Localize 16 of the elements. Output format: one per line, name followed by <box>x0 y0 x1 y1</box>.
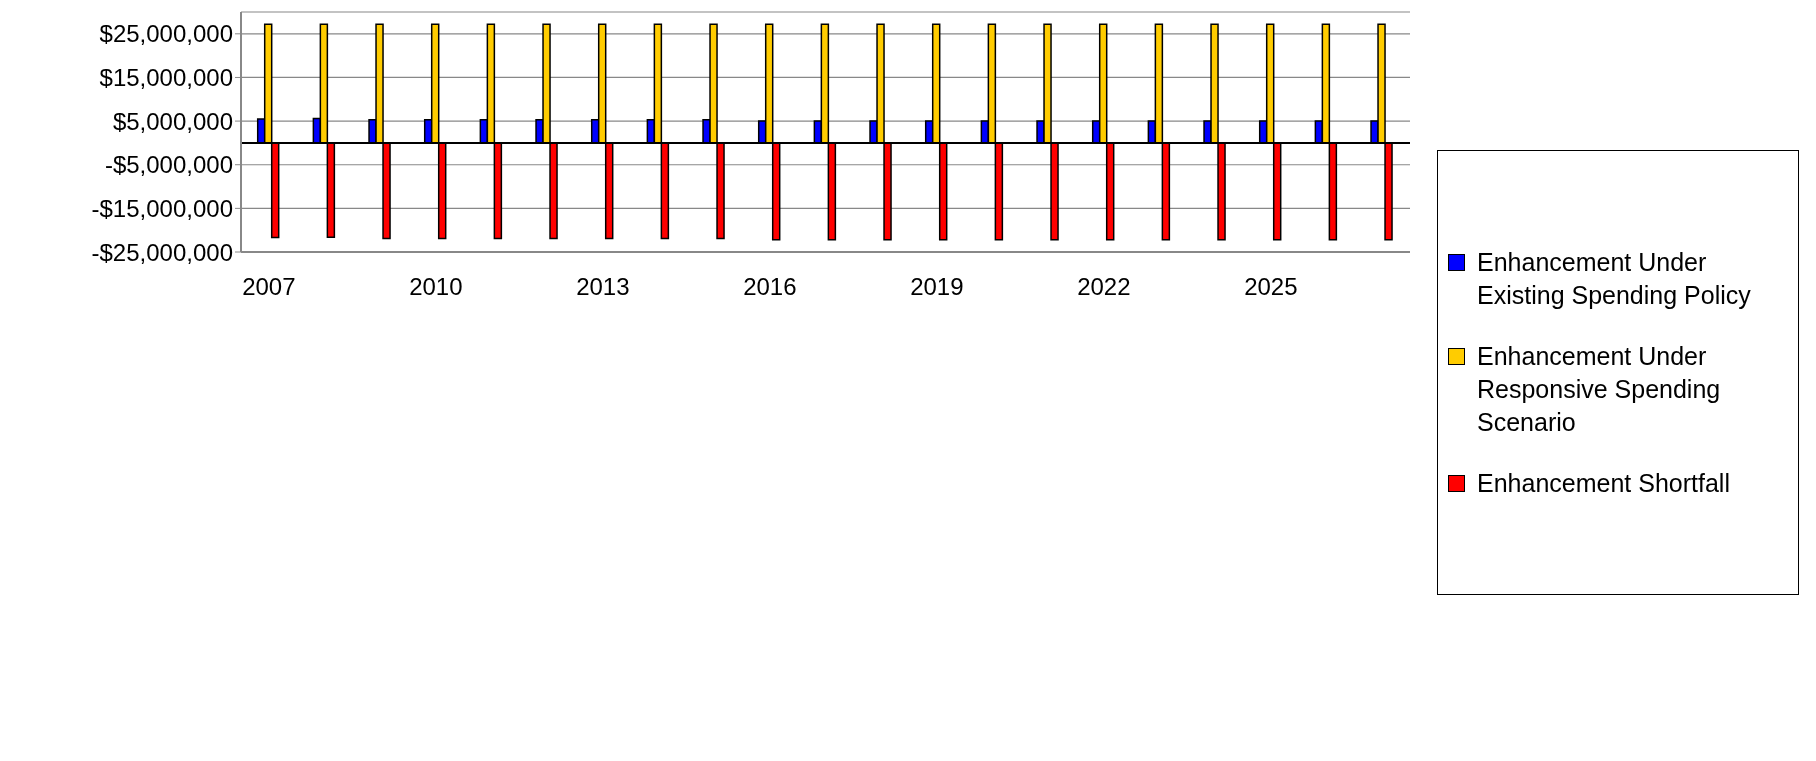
legend-label: Enhancement Under Existing Spending Policy <box>1477 246 1752 311</box>
legend-label: Enhancement Shortfall <box>1477 467 1730 499</box>
x-tick-label: 2007 <box>242 273 296 301</box>
y-tick-label: -$15,000,000 <box>91 194 233 222</box>
x-tick-label: 2019 <box>910 273 964 301</box>
y-tick-label: $5,000,000 <box>112 107 233 135</box>
y-tick-label: $25,000,000 <box>99 20 233 48</box>
y-tick-label: -$5,000,000 <box>104 151 233 179</box>
x-tick-label: 2025 <box>1244 273 1298 301</box>
x-tick-label: 2010 <box>409 273 463 301</box>
x-tick-label: 2022 <box>1077 273 1131 301</box>
x-tick-label: 2016 <box>743 273 797 301</box>
x-tick-label: 2013 <box>576 273 630 301</box>
y-tick-label: -$25,000,000 <box>91 238 233 266</box>
legend-label: Enhancement Under Responsive Spending Scenario <box>1477 340 1722 438</box>
y-tick-label: $15,000,000 <box>99 63 233 91</box>
